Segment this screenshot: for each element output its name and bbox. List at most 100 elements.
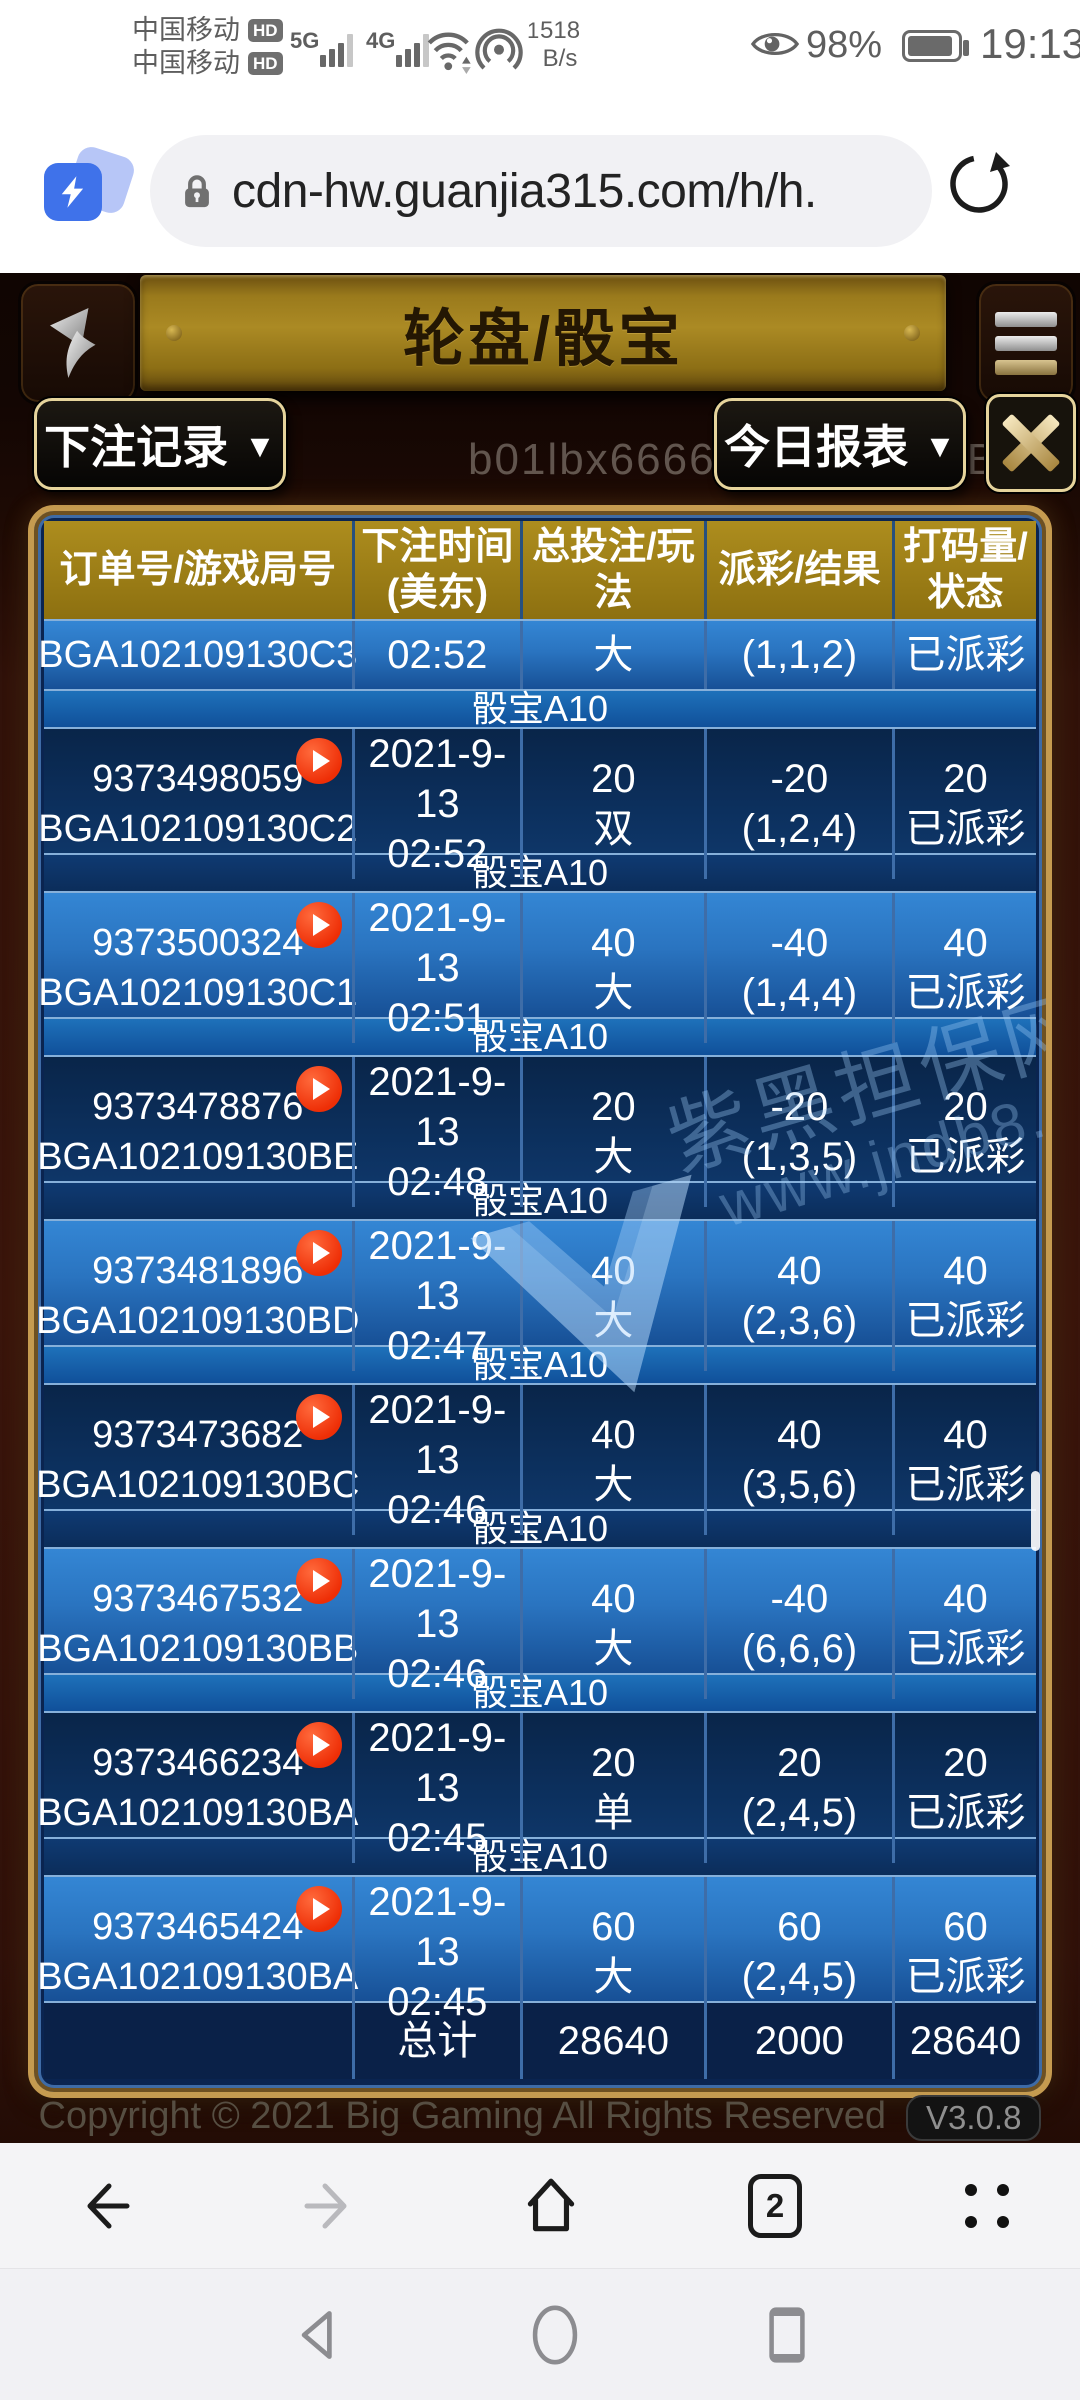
table-cell: 20 已派彩 (892, 729, 1036, 879)
table-cell: 20 已派彩 (892, 1057, 1036, 1207)
table-cell: 40 大 (520, 1549, 704, 1699)
table-cell: 2021-9-13 02:45 (351, 1713, 521, 1863)
network-speed: 518 B/s (540, 17, 581, 72)
table-body: BGA102109130C3 02:52 大 (1,1,2) 已派彩 骰宝A10 93734… (36, 621, 1036, 2079)
replay-button[interactable] (295, 902, 342, 948)
table-cell: 总计 (351, 2003, 521, 2079)
clock: 19:13 (980, 20, 1080, 67)
close-button[interactable] (986, 394, 1076, 492)
replay-button[interactable] (295, 1394, 342, 1440)
back-triangle-icon (301, 2311, 332, 2359)
table-cell: 20 已派彩 (892, 1713, 1036, 1863)
hotspot-count: 1 (527, 18, 540, 43)
table-header-cell: 订单号/游戏局号 (59, 549, 337, 591)
browser-back-button[interactable] (72, 2171, 142, 2241)
game-menu-button[interactable] (976, 281, 1076, 405)
replay-button[interactable] (295, 738, 342, 784)
game-group-separator: 骰宝A10 (44, 1509, 1036, 1549)
table-cell: 9373466234 BGA102109130BA (37, 1713, 358, 1863)
table-row: 9373481896 BGA102109130BD 2021-9-13 02:47 40… (36, 1221, 1036, 1371)
status-bar: 中国移动 HD 中国移动 HD 5G 4G 1 518 (0, 0, 1080, 95)
browser-address-row: cdn-hw.guanjia315.com/h/h. (0, 95, 1080, 273)
android-home-button[interactable] (520, 2299, 590, 2371)
table-cell: 9373481896 BGA102109130BD (36, 1221, 359, 1371)
game-group-separator: 骰宝A10 (44, 1017, 1036, 1057)
browser-logo-icon[interactable] (44, 143, 140, 233)
table-cell: 28640 (520, 2003, 704, 2079)
table-cell: BGA102109130C3 (38, 634, 358, 676)
table-cell: 40 大 (520, 1385, 704, 1535)
copyright-text: Copyright © 2021 Big Gaming All Rights R… (38, 2095, 887, 2137)
replay-button[interactable] (295, 1558, 342, 1604)
table-cell: 20 双 (520, 729, 704, 879)
replay-button[interactable] (295, 1722, 342, 1768)
android-recents-button[interactable] (752, 2299, 822, 2371)
table-header-cell: 总投注/玩法 (520, 521, 704, 619)
battery-percent: 98% (806, 24, 883, 66)
banner-rivet (904, 325, 920, 341)
table-header-cell: 派彩/结果 (703, 521, 892, 619)
table-cell: (1,1,2) (703, 621, 892, 689)
table-cell: 40 大 (520, 893, 704, 1043)
address-bar[interactable]: cdn-hw.guanjia315.com/h/h. (150, 135, 932, 247)
close-x-icon (1002, 414, 1060, 472)
hd-badge: HD (248, 52, 283, 75)
home-circle-icon (532, 2305, 578, 2365)
banner-rivet (166, 325, 182, 341)
android-navbar (0, 2268, 1080, 2400)
table-cell: 40 (3,5,6) (703, 1385, 892, 1535)
scrollbar-thumb[interactable] (1031, 1471, 1040, 1551)
table-cell: 2021-9-13 02:51 (351, 893, 521, 1043)
table-cell: 02:52 (351, 621, 521, 689)
table-cell: 60 已派彩 (892, 1877, 1036, 2027)
game-group-separator: 骰宝A10 (44, 1181, 1036, 1221)
browser-menu-button[interactable] (952, 2171, 1022, 2241)
recents-square-icon (769, 2307, 805, 2363)
table-cell: 9373473682 BGA102109130BC (36, 1385, 359, 1535)
hamburger-icon (995, 359, 1057, 375)
table-cell: 2021-9-13 02:46 (351, 1549, 521, 1699)
table-cell: 大 (520, 621, 704, 689)
today-report-dropdown[interactable]: 今日报表 ▼ (714, 398, 966, 490)
carrier-name: 中国移动 (132, 15, 240, 45)
replay-button[interactable] (295, 1886, 342, 1932)
chevron-down-icon: ▼ (924, 427, 956, 464)
table-cell: 20 单 (520, 1713, 704, 1863)
table-total-row: 总计 28640 2000 28640 (44, 2001, 1036, 2079)
android-back-button[interactable] (285, 2299, 355, 2371)
wifi-icon (424, 24, 476, 79)
table-cell: 2021-9-13 02:48 (351, 1057, 521, 1207)
table-cell: 2021-9-13 02:52 (351, 729, 521, 879)
bet-records-dropdown[interactable]: 下注记录 ▼ (34, 398, 286, 490)
table-row: 9373473682 BGA102109130BC 2021-9-13 02:46 40… (36, 1385, 1036, 1535)
table-cell: 已派彩 (892, 621, 1036, 689)
table-cell: 20 (2,4,5) (703, 1713, 892, 1863)
browser-forward-button[interactable] (292, 2171, 362, 2241)
table-cell: 40 已派彩 (892, 893, 1036, 1043)
chevron-down-icon: ▼ (244, 427, 276, 464)
table-cell: -40 (6,6,6) (703, 1549, 892, 1699)
table-cell: 28640 (892, 2003, 1036, 2079)
game-group-separator: 骰宝A10 (44, 689, 1036, 729)
back-arrow-icon (87, 2183, 130, 2229)
table-cell: 40 (2,3,6) (703, 1221, 892, 1371)
page-title-banner: 轮盘/骰宝 (140, 275, 946, 391)
browser-home-button[interactable] (516, 2171, 586, 2241)
refresh-button[interactable] (944, 149, 1014, 219)
browser-tabs-button[interactable]: 2 (740, 2171, 810, 2241)
hamburger-icon (995, 311, 1057, 327)
game-group-separator: 骰宝A10 (44, 1837, 1036, 1877)
replay-button[interactable] (295, 1066, 342, 1112)
table-cell: 2000 (703, 2003, 892, 2079)
records-table: 订单号/游戏局号 下注时间 (美东) 总投注/玩法 派彩/结果 打码量/状态 BGA102… (28, 505, 1052, 2098)
url-text: cdn-hw.guanjia315.com/h/h. (232, 164, 817, 218)
table-cell: 9373465424 BGA102109130BA (37, 1877, 358, 2027)
table-cell: -20 (1,3,5) (703, 1057, 892, 1207)
home-icon (527, 2178, 575, 2232)
table-cell: -40 (1,4,4) (703, 893, 892, 1043)
game-back-button[interactable] (18, 281, 138, 405)
replay-button[interactable] (295, 1230, 342, 1276)
table-header-cell: 打码量/状态 (892, 521, 1036, 619)
network-5g-label: 5G (290, 28, 320, 53)
